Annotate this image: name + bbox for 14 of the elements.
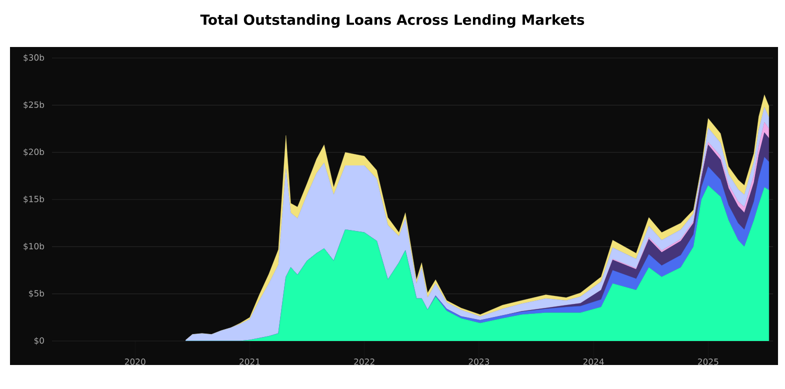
y-tick-label: $25b <box>24 101 44 110</box>
x-tick-label: 2024 <box>583 358 604 365</box>
x-tick-label: 2022 <box>354 358 374 365</box>
x-tick-label: 2020 <box>124 358 146 365</box>
y-tick-label: $30b <box>24 54 44 62</box>
x-tick-label: 2023 <box>468 358 490 365</box>
x-tick-label: 2025 <box>698 358 718 365</box>
y-tick-label: $20b <box>24 148 44 156</box>
chart-title: Total Outstanding Loans Across Lending Markets <box>200 14 584 28</box>
y-tick-label: $10b <box>24 242 44 251</box>
y-tick-label: $0 <box>34 337 44 345</box>
y-tick-label: $15b <box>24 196 44 204</box>
x-tick-label: 2021 <box>240 358 260 365</box>
y-tick-label: $5b <box>29 290 44 298</box>
